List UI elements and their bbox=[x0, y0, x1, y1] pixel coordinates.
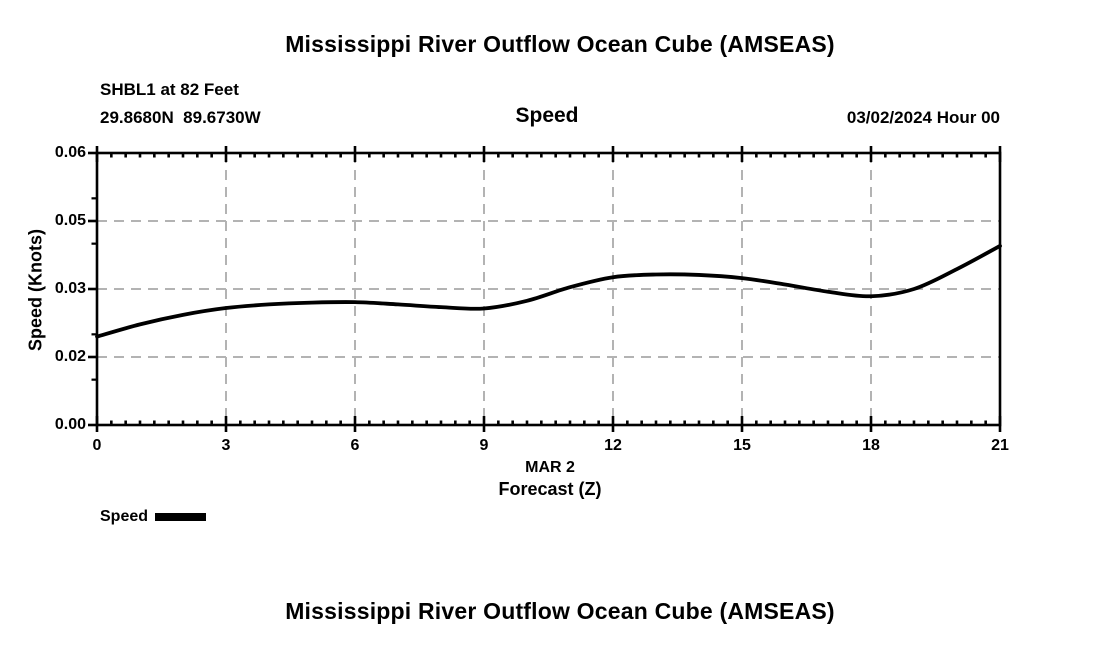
x-tick-label: 21 bbox=[991, 437, 1009, 454]
x-tick-label: 18 bbox=[862, 437, 880, 454]
forecast-datetime: 03/02/2024 Hour 00 bbox=[846, 108, 1000, 127]
x-axis-date-label: MAR 2 bbox=[525, 459, 575, 476]
x-tick-label: 9 bbox=[479, 437, 489, 454]
x-tick-label: 15 bbox=[733, 437, 751, 454]
station-label: SHBL1 at 82 Feet bbox=[100, 80, 239, 99]
legend-line-swatch bbox=[155, 513, 207, 521]
x-tick-label: 3 bbox=[221, 437, 231, 454]
speed-curve bbox=[95, 244, 1002, 339]
x-axis-label: Forecast (Z) bbox=[498, 479, 602, 499]
y-tick-label: 0.05 bbox=[54, 212, 86, 229]
x-tick-label: 6 bbox=[350, 437, 360, 454]
plot-border bbox=[95, 151, 1002, 427]
chart-title: Speed bbox=[515, 104, 579, 127]
y-tick-label: 0.03 bbox=[54, 280, 86, 297]
x-tick-label: 0 bbox=[92, 437, 102, 454]
page-title: Mississippi River Outflow Ocean Cube (AM… bbox=[285, 31, 835, 57]
y-tick-label: 0.00 bbox=[54, 416, 86, 433]
station-coordinates: 29.8680N 89.6730W bbox=[100, 108, 261, 127]
y-tick-label: 0.02 bbox=[54, 348, 86, 365]
legend: Speed bbox=[100, 508, 207, 526]
footer-title: Mississippi River Outflow Ocean Cube (AM… bbox=[285, 598, 835, 624]
x-tick-label: 12 bbox=[604, 437, 622, 454]
y-tick-label: 0.06 bbox=[54, 144, 86, 161]
legend-label: Speed bbox=[100, 508, 149, 525]
